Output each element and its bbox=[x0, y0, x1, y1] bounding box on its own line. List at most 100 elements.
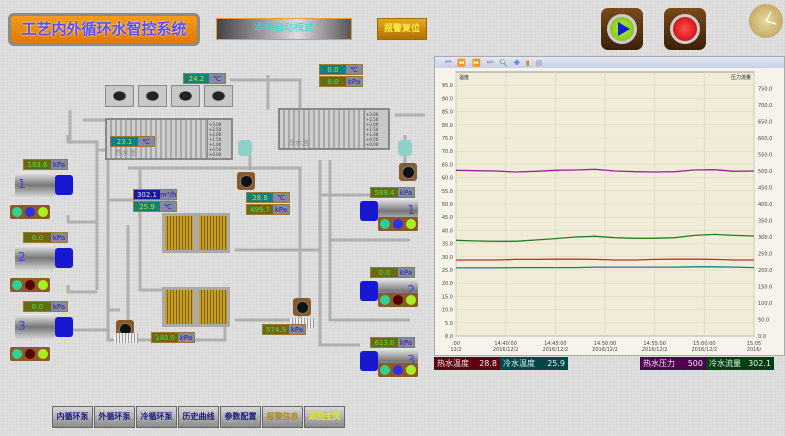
status-light-icon bbox=[38, 349, 49, 359]
series-line-3 bbox=[455, 233, 755, 242]
left-pump-3-pressure: 0.0 kPa bbox=[23, 301, 68, 312]
nav-button-4[interactable]: 参数配置 bbox=[220, 406, 261, 428]
left-tick-label: 20.0 bbox=[442, 281, 453, 287]
left-axis-label: 温度 bbox=[459, 74, 469, 81]
hot-tank-label: 热水池 bbox=[115, 149, 136, 157]
right-tick-label: 100.0 bbox=[758, 301, 772, 307]
prev-page-icon[interactable]: ⏪ bbox=[457, 58, 467, 67]
status-light-icon bbox=[24, 207, 35, 217]
stop-button[interactable] bbox=[664, 8, 706, 50]
left-pump-1[interactable]: 1 bbox=[15, 172, 75, 198]
trend-chart[interactable]: ⏮ ⏪ ⏩ ⏭ 🔍︎ ✥ ▮ ▤ 0.0 5.0 10.0 15.0 20.0 25.0 30.0 35.0… bbox=[434, 56, 785, 356]
left-pump-3[interactable]: 3 bbox=[15, 314, 75, 340]
right-tick-label: 750.0 bbox=[758, 87, 772, 93]
status-light-icon bbox=[392, 219, 403, 229]
series-line-2 bbox=[455, 168, 755, 173]
last-page-icon[interactable]: ⏭ bbox=[486, 58, 494, 66]
stop-icon bbox=[670, 14, 700, 44]
hot-water-tank: 热水池 +3.00 +2.50 +2.00 +1.50 +1.00 +0.50 +0.00 bbox=[105, 118, 233, 160]
left-tick-label: 5.0 bbox=[445, 321, 453, 327]
left-tick-label: 10.0 bbox=[442, 308, 453, 314]
first-page-icon[interactable]: ⏮ bbox=[445, 58, 452, 66]
left-tick-label: 40.0 bbox=[442, 228, 453, 234]
right-pump-3-status-lights bbox=[378, 363, 418, 377]
right-tick-label: 300.0 bbox=[758, 235, 772, 241]
legend-right: 热水压力 500 冷水流量 302.1 bbox=[640, 357, 774, 370]
status-light-icon bbox=[11, 280, 22, 290]
hx-press-readout: 140.0 kPa bbox=[151, 332, 195, 343]
x-tick-date: 12/2 bbox=[450, 347, 461, 353]
left-pump-2-status-lights bbox=[10, 278, 50, 292]
right-tick-label: 650.0 bbox=[758, 120, 772, 126]
x-tick-time: 14:50:00 bbox=[594, 341, 616, 347]
status-light-icon bbox=[392, 365, 403, 375]
fan-icon bbox=[293, 298, 311, 316]
x-tick-date: 2016/12/2 bbox=[642, 347, 668, 353]
chart-plot: 0.0 5.0 10.0 15.0 20.0 25.0 30.0 35.0 40.0 45.0 50… bbox=[442, 71, 772, 353]
left-tick-label: 85.0 bbox=[442, 110, 453, 116]
next-page-icon[interactable]: ⏩ bbox=[472, 58, 481, 67]
right-tick-label: 150.0 bbox=[758, 285, 772, 291]
left-tick-label: 80.0 bbox=[442, 123, 453, 129]
nav-button-0[interactable]: 内循环泵 bbox=[52, 406, 93, 428]
right-tick-label: 450.0 bbox=[758, 186, 772, 192]
pump-number: 1 bbox=[407, 203, 415, 217]
left-tick-label: 50.0 bbox=[442, 202, 453, 208]
x-tick-time: 14:55:00 bbox=[643, 341, 665, 347]
cold-tank-label: 冷水池 bbox=[288, 139, 309, 147]
right-tick-label: 50.0 bbox=[758, 318, 769, 324]
pan-icon[interactable]: ✥ bbox=[513, 58, 520, 67]
return-temp-readout: 28.8 ℃ bbox=[246, 192, 290, 203]
return-press-readout: 499.7 kPa bbox=[246, 204, 290, 215]
x-tick-time: 15:05 bbox=[747, 341, 761, 347]
heat-exchanger bbox=[162, 287, 196, 327]
chart-toolbar: ⏮ ⏪ ⏩ ⏭ 🔍︎ ✥ ▮ ▤ bbox=[435, 57, 784, 68]
pump-number: 2 bbox=[407, 283, 415, 297]
filter-press-readout: 574.9 kPa bbox=[262, 324, 306, 335]
left-tick-label: 0.0 bbox=[445, 334, 453, 340]
supply-temp-readout: 25.9 ℃ bbox=[133, 201, 177, 212]
left-pump-2[interactable]: 2 bbox=[15, 245, 75, 271]
clock-icon[interactable] bbox=[749, 4, 783, 38]
legend-hot-temp-value: 28.8 bbox=[472, 357, 500, 370]
heat-exchanger bbox=[196, 287, 230, 327]
pump-number: 3 bbox=[407, 353, 415, 367]
nav-button-5[interactable]: 报警信息 bbox=[262, 406, 303, 428]
pump-number: 2 bbox=[18, 250, 26, 264]
zoom-icon[interactable]: 🔍︎ bbox=[499, 58, 508, 67]
start-button[interactable] bbox=[601, 8, 643, 50]
status-light-icon bbox=[379, 295, 390, 305]
top-temp-readout: 24.2 ℃ bbox=[183, 73, 226, 84]
heat-exchanger bbox=[162, 213, 196, 253]
right-pump-1-pressure: 589.4 kPa bbox=[370, 187, 415, 198]
nav-button-6[interactable]: 返回主页 bbox=[304, 406, 345, 428]
nav-button-2[interactable]: 冷循环泵 bbox=[136, 406, 177, 428]
right-tick-label: 0.0 bbox=[758, 334, 766, 340]
left-tick-label: 35.0 bbox=[442, 242, 453, 248]
export-icon[interactable]: ▤ bbox=[535, 58, 543, 67]
left-tick-label: 75.0 bbox=[442, 136, 453, 142]
fan-icon bbox=[399, 163, 417, 181]
ruler-icon[interactable]: ▮ bbox=[525, 58, 530, 67]
left-tick-label: 90.0 bbox=[442, 96, 453, 102]
status-light-icon bbox=[406, 365, 417, 375]
right-tick-label: 350.0 bbox=[758, 219, 772, 225]
nav-button-3[interactable]: 历史曲线 bbox=[178, 406, 219, 428]
left-pump-1-status-lights bbox=[10, 205, 50, 219]
alarm-reset-button[interactable]: 报警复位 bbox=[377, 18, 427, 40]
cold-water-tank: 冷水池 +3.00 +2.50 +2.00 +1.50 +1.00 +0.50 +0.00 bbox=[278, 108, 390, 150]
status-light-icon bbox=[24, 280, 35, 290]
left-tick-label: 95.0 bbox=[442, 83, 453, 89]
status-light-icon bbox=[11, 349, 22, 359]
right-tick-label: 550.0 bbox=[758, 153, 772, 159]
right-tick-label: 400.0 bbox=[758, 202, 772, 208]
left-tick-label: 55.0 bbox=[442, 189, 453, 195]
x-tick-time: 14:40:00 bbox=[494, 341, 516, 347]
status-light-icon bbox=[38, 280, 49, 290]
nav-button-1[interactable]: 外循环泵 bbox=[94, 406, 135, 428]
x-tick-time: :00 bbox=[452, 341, 460, 347]
x-tick-time: 14:45:00 bbox=[544, 341, 566, 347]
legend-left: 热水温度 28.8 冷水温度 25.9 bbox=[434, 357, 568, 370]
top-right-press-readout: 0.0 kPa bbox=[319, 76, 363, 87]
supply-flow-readout: 302.1 m³/h bbox=[133, 189, 177, 200]
